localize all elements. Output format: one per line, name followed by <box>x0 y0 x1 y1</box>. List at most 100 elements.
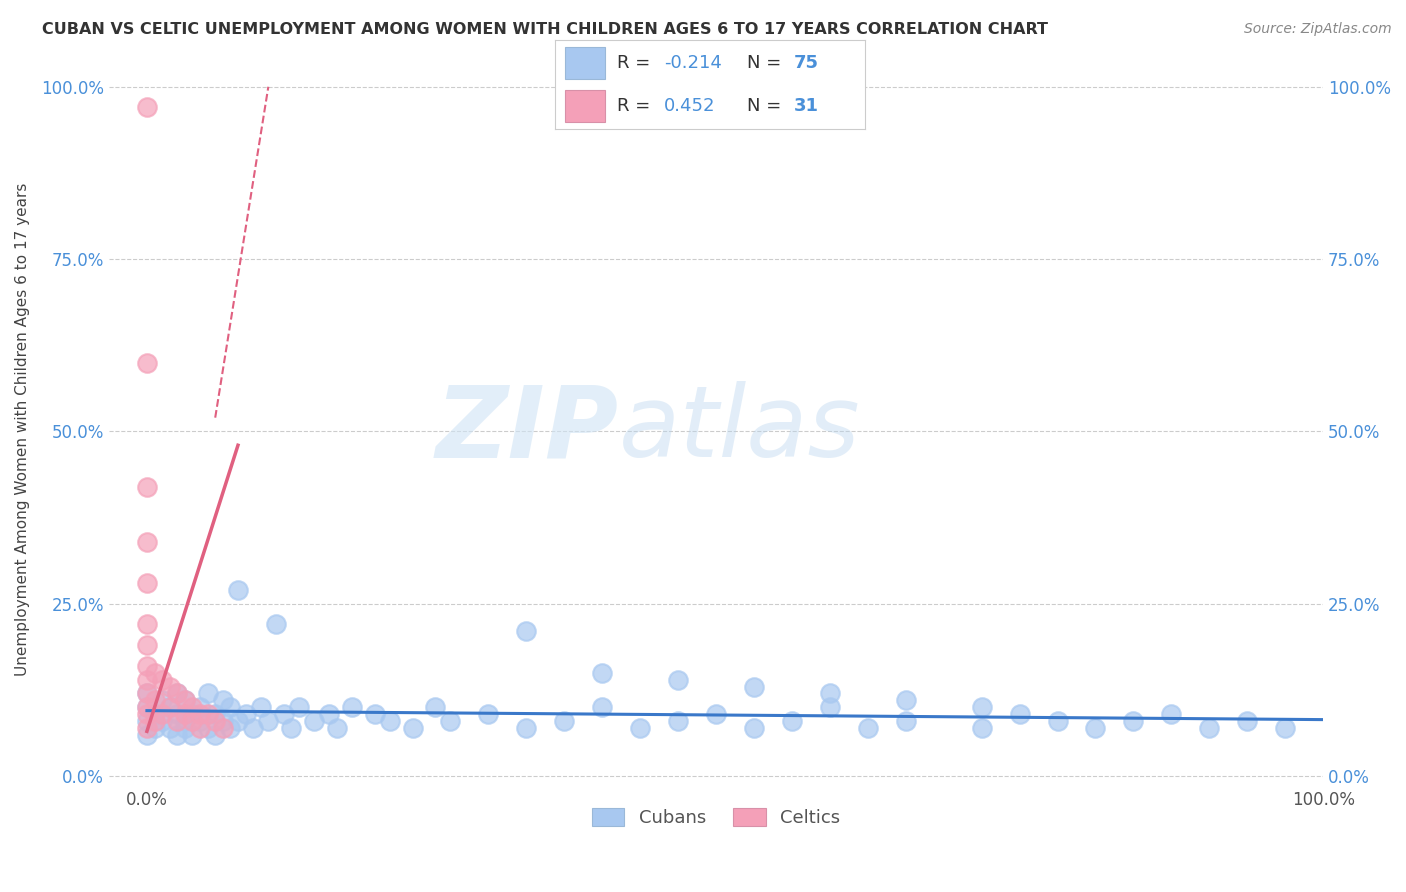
Point <box>363 707 385 722</box>
Point <box>226 714 249 728</box>
Point <box>515 624 537 639</box>
Point <box>970 700 993 714</box>
Point <box>553 714 575 728</box>
Text: atlas: atlas <box>619 381 860 478</box>
Text: R =: R = <box>617 54 657 72</box>
Point <box>894 693 917 707</box>
Point <box>188 707 211 722</box>
FancyBboxPatch shape <box>565 90 605 122</box>
Point <box>135 721 157 735</box>
Point <box>425 700 447 714</box>
Point <box>197 707 219 722</box>
Point <box>135 700 157 714</box>
Point <box>340 700 363 714</box>
Point <box>197 686 219 700</box>
Point <box>439 714 461 728</box>
Text: ZIP: ZIP <box>436 381 619 478</box>
Point <box>159 700 181 714</box>
Point <box>818 700 841 714</box>
Point <box>173 707 195 722</box>
Point <box>325 721 347 735</box>
Point <box>235 707 257 722</box>
Point <box>135 714 157 728</box>
Text: Source: ZipAtlas.com: Source: ZipAtlas.com <box>1244 22 1392 37</box>
Point <box>135 673 157 687</box>
Point <box>242 721 264 735</box>
Point <box>204 714 226 728</box>
Legend: Cubans, Celtics: Cubans, Celtics <box>585 801 848 835</box>
Point <box>273 707 295 722</box>
Point <box>166 707 188 722</box>
Point <box>159 680 181 694</box>
Text: N =: N = <box>747 54 787 72</box>
Point <box>378 714 401 728</box>
Point <box>188 721 211 735</box>
Point <box>135 700 157 714</box>
Point <box>742 721 765 735</box>
Point <box>135 728 157 742</box>
Point <box>159 721 181 735</box>
Point <box>287 700 309 714</box>
Point <box>1274 721 1296 735</box>
Point <box>143 665 166 680</box>
Point <box>188 714 211 728</box>
Text: 31: 31 <box>793 97 818 115</box>
Point <box>257 714 280 728</box>
Text: R =: R = <box>617 97 657 115</box>
Point <box>515 721 537 735</box>
FancyBboxPatch shape <box>565 47 605 79</box>
Point <box>318 707 340 722</box>
Point <box>219 700 242 714</box>
Text: -0.214: -0.214 <box>664 54 721 72</box>
Point <box>135 100 157 114</box>
Point <box>173 721 195 735</box>
Point <box>181 707 204 722</box>
Point <box>204 707 226 722</box>
Point <box>173 714 195 728</box>
Point <box>401 721 423 735</box>
Point <box>1160 707 1182 722</box>
Point <box>894 714 917 728</box>
Point <box>143 714 166 728</box>
Point <box>628 721 651 735</box>
Point <box>166 714 188 728</box>
Point <box>1198 721 1220 735</box>
Point <box>150 693 173 707</box>
Point <box>477 707 499 722</box>
Point <box>591 700 613 714</box>
Point <box>135 534 157 549</box>
Text: 0.452: 0.452 <box>664 97 716 115</box>
Point <box>150 714 173 728</box>
Point <box>302 714 325 728</box>
Point <box>666 673 689 687</box>
Point <box>856 721 879 735</box>
Point <box>591 665 613 680</box>
Point <box>166 686 188 700</box>
Point <box>135 638 157 652</box>
Point <box>780 714 803 728</box>
Point <box>1122 714 1144 728</box>
Point <box>704 707 727 722</box>
Point <box>159 700 181 714</box>
Point <box>173 693 195 707</box>
Point <box>135 480 157 494</box>
Point <box>818 686 841 700</box>
Point <box>197 721 219 735</box>
Point <box>226 582 249 597</box>
Point <box>150 707 173 722</box>
Point <box>143 693 166 707</box>
Point <box>166 728 188 742</box>
Point <box>204 728 226 742</box>
Point <box>135 576 157 591</box>
Point <box>135 686 157 700</box>
Point <box>135 686 157 700</box>
Point <box>742 680 765 694</box>
Point <box>249 700 271 714</box>
Point <box>135 617 157 632</box>
Point <box>188 700 211 714</box>
Point <box>280 721 302 735</box>
Text: 75: 75 <box>793 54 818 72</box>
Point <box>1046 714 1069 728</box>
Point <box>211 693 233 707</box>
Point <box>166 686 188 700</box>
